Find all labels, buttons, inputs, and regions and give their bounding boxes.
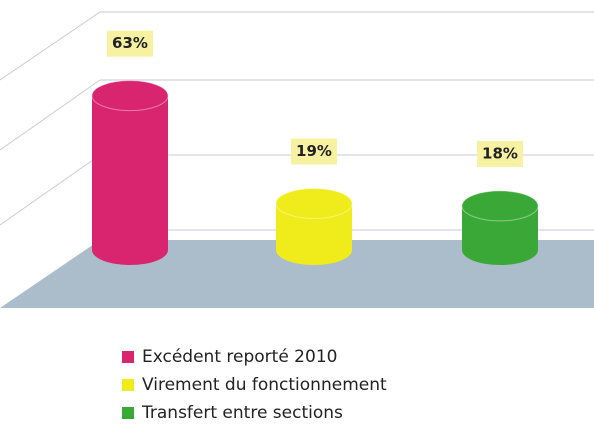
- wall-line: [0, 79, 101, 151]
- cylinder-top: [91, 80, 169, 112]
- legend-label: Excédent reporté 2010: [142, 347, 337, 367]
- value-label: 63%: [112, 34, 148, 52]
- wall-line: [0, 154, 101, 226]
- cylinder: [461, 190, 539, 265]
- value-label-box: [477, 140, 523, 167]
- wall-line: [0, 11, 101, 81]
- value-label-box: [291, 138, 337, 165]
- value-label: 19%: [296, 142, 332, 160]
- cylinder-top: [275, 187, 353, 219]
- value-label: 18%: [482, 144, 518, 162]
- value-label-box: [107, 30, 153, 57]
- cylinder: [275, 187, 353, 265]
- legend-label: Transfert entre sections: [141, 403, 343, 423]
- legend-label: Virement du fonctionnement: [142, 375, 387, 395]
- legend-swatch: [122, 379, 134, 391]
- legend-swatch: [122, 351, 134, 363]
- cylinder-top: [461, 190, 539, 222]
- legend-swatch: [122, 407, 134, 419]
- cylinder: [91, 80, 169, 265]
- cylinder-shade: [92, 95, 168, 251]
